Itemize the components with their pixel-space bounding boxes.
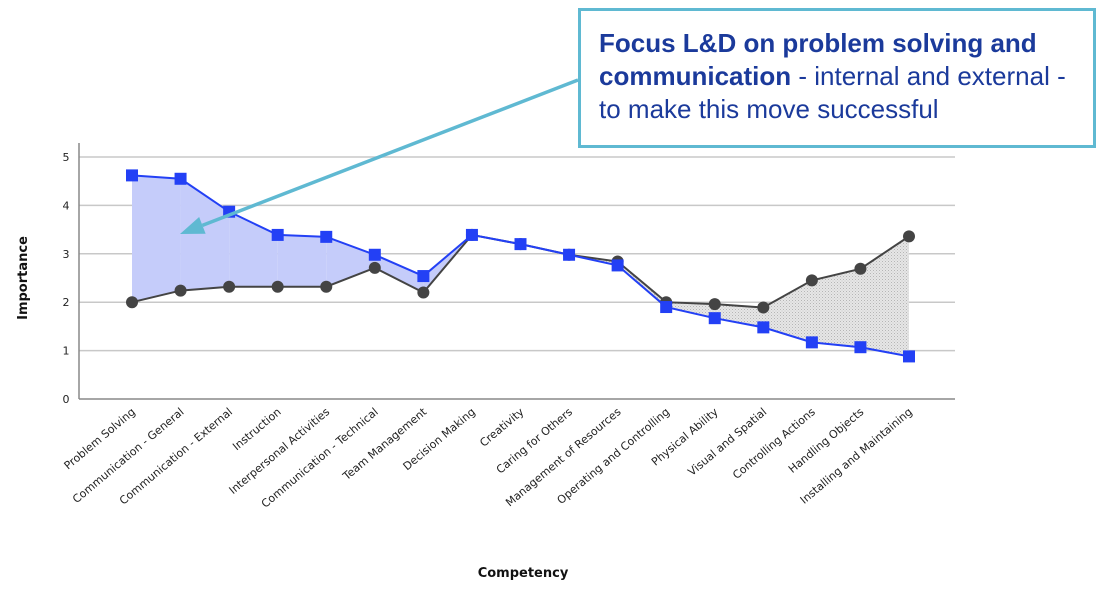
y-tick-label: 4 xyxy=(63,199,70,212)
gray-series-point xyxy=(805,274,818,287)
y-tick-label: 3 xyxy=(63,248,70,261)
blue-series-point xyxy=(563,248,576,261)
blue-series-point xyxy=(708,312,721,325)
x-tick-label: Controlling Actions xyxy=(730,405,818,482)
y-axis-title: Importance xyxy=(16,236,31,320)
blue-series-point xyxy=(660,301,673,314)
gap-fills xyxy=(132,175,909,357)
blue-series-point xyxy=(514,238,527,251)
callout-arrow-shaft xyxy=(201,78,579,227)
blue-series-point xyxy=(417,270,430,283)
gap-fill-segment xyxy=(326,236,375,287)
gap-fill-segment xyxy=(860,236,909,357)
blue-series-point xyxy=(174,172,187,185)
x-tick-label: Team Management xyxy=(340,405,430,484)
annotation-text: - internal and external - to make this m… xyxy=(599,61,1066,124)
gap-fill-segment xyxy=(714,304,764,328)
blue-series-point xyxy=(854,341,867,354)
gray-series-point xyxy=(271,280,284,293)
y-tick-label: 1 xyxy=(63,345,70,358)
gap-fill-segment xyxy=(666,302,715,319)
callout-arrow xyxy=(180,78,579,234)
axes xyxy=(78,143,955,400)
gap-fill-segment xyxy=(277,234,327,287)
blue-series-point xyxy=(368,248,381,261)
y-tick-labels: 0 1 2 3 4 5 xyxy=(63,151,70,406)
series-markers xyxy=(126,169,915,363)
blue-series-point xyxy=(126,169,138,182)
gray-series-point xyxy=(126,296,138,309)
gray-series-point xyxy=(223,280,236,293)
blue-series-point xyxy=(320,230,333,243)
gap-fill-segment xyxy=(763,280,812,343)
gap-fill-segment xyxy=(132,175,181,303)
annotation-bold-text: Focus L&D on problem solving and communi… xyxy=(599,28,1037,91)
gray-series-point xyxy=(903,230,915,243)
gray-series-point xyxy=(174,284,187,297)
gap-fill-segment xyxy=(229,211,278,287)
gray-series-point xyxy=(708,298,721,311)
blue-series-point xyxy=(271,228,284,241)
x-axis-title: Competency xyxy=(478,566,569,581)
blue-series-point xyxy=(611,259,624,272)
gray-series-point xyxy=(417,286,430,299)
y-tick-label: 2 xyxy=(63,296,70,309)
gray-series-point xyxy=(757,301,770,314)
y-tick-label: 0 xyxy=(63,393,70,406)
gray-series-point xyxy=(368,261,381,274)
blue-series-point xyxy=(903,350,915,363)
blue-series-point xyxy=(757,321,770,334)
y-tick-label: 5 xyxy=(63,151,70,164)
gap-fill-segment xyxy=(811,268,861,348)
callout-arrow-head xyxy=(180,216,206,234)
blue-series-point xyxy=(805,336,818,349)
gray-series-point xyxy=(320,280,333,293)
x-tick-label: Creativity xyxy=(477,405,527,449)
gap-fill-segment xyxy=(374,254,424,293)
gap-fill-segment xyxy=(180,178,230,291)
gray-series-point xyxy=(854,262,867,275)
blue-series-point xyxy=(465,228,478,241)
annotation-callout: Focus L&D on problem solving and communi… xyxy=(578,8,1096,148)
